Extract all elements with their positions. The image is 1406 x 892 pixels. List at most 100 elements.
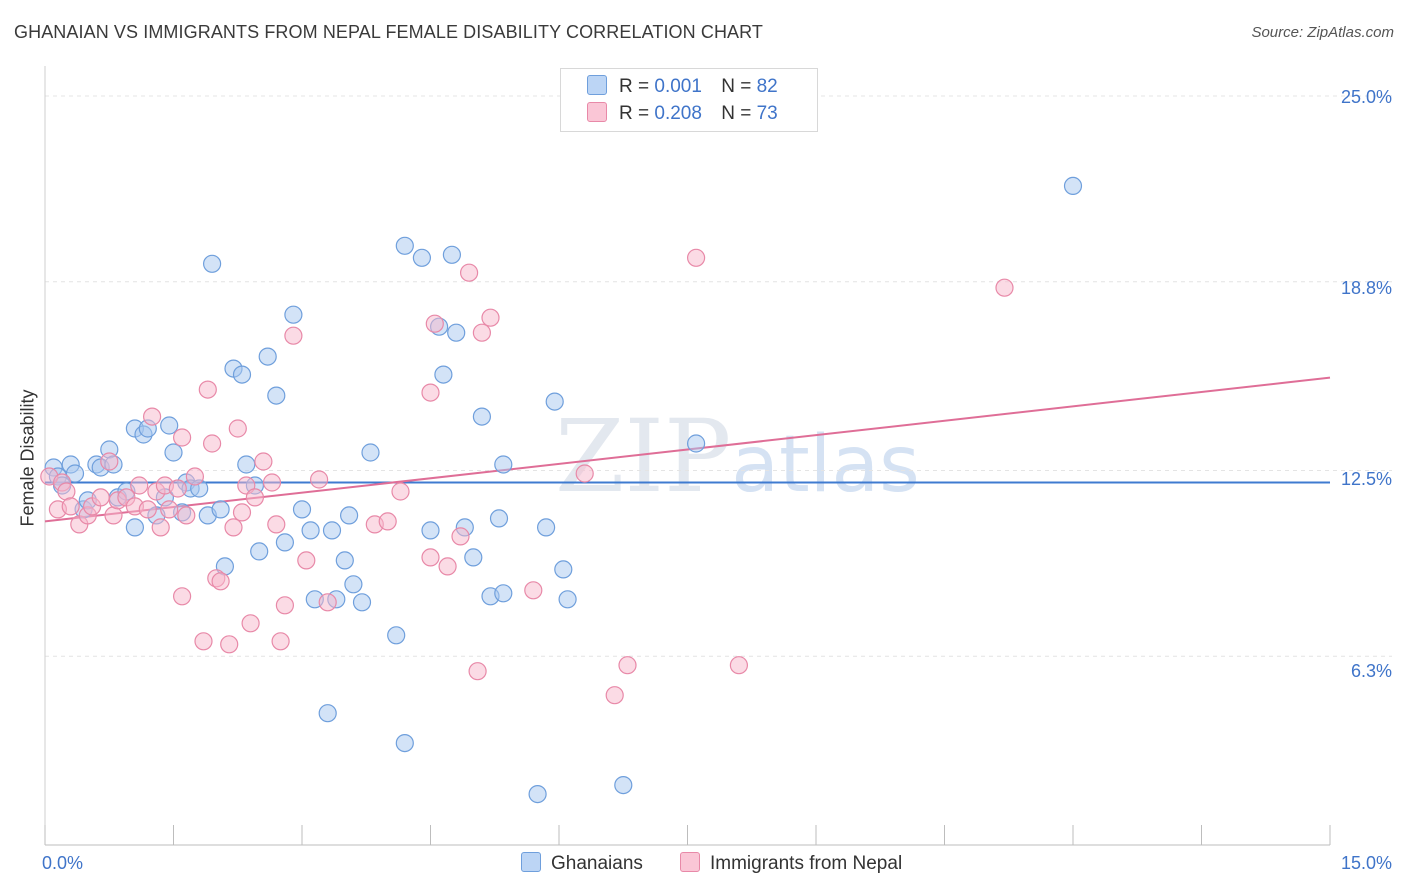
ghanaian-point: [65, 464, 85, 483]
ghanaian-point: [472, 407, 491, 426]
nepal-point: [245, 488, 264, 507]
nepal-point: [472, 323, 491, 342]
data-points: [40, 176, 1083, 804]
ghanaian-point: [361, 443, 380, 462]
nepal-point: [194, 632, 213, 651]
nepal-point: [241, 614, 260, 633]
ghanaian-point: [258, 347, 277, 366]
y-tick-label: 12.5%: [1340, 469, 1392, 489]
nepal-point: [160, 500, 179, 519]
legend-swatch-pink: [680, 852, 700, 872]
ghanaian-point: [558, 590, 577, 609]
trend-line-nepal: [44, 376, 1331, 523]
correlation-legend: R = 0.001 N = 82 R = 0.208 N = 73: [560, 68, 818, 132]
nepal-point: [438, 557, 457, 576]
ghanaian-point: [322, 521, 342, 540]
ghanaian-point: [292, 500, 312, 519]
watermark-zip: ZIP: [555, 398, 732, 515]
nepal-point: [481, 308, 500, 327]
chart-title: GHANAIAN VS IMMIGRANTS FROM NEPAL FEMALE…: [14, 22, 764, 42]
ghanaian-point: [395, 733, 414, 753]
ghanaian-point: [125, 518, 144, 537]
nepal-point: [254, 452, 273, 471]
nepal-point: [61, 497, 80, 516]
nepal-point: [524, 581, 543, 600]
ghanaian-point: [421, 521, 440, 540]
legend-r-value: 0.208: [654, 103, 702, 124]
nepal-point: [425, 314, 444, 333]
nepal-point: [284, 326, 303, 345]
legend-swatch-blue: [587, 75, 607, 95]
legend-label-ghanaians: Ghanaians: [551, 853, 643, 874]
ghanaian-point: [232, 365, 252, 384]
x-tick-label: 0.0%: [42, 853, 84, 873]
nepal-point: [104, 506, 123, 525]
ghanaian-point: [335, 551, 354, 570]
nepal-point: [378, 512, 397, 531]
ghanaian-point: [284, 305, 303, 324]
ghanaian-point: [164, 443, 183, 462]
ghanaian-point: [160, 416, 179, 435]
ghanaian-point: [528, 784, 547, 804]
legend-n-value: 73: [756, 103, 778, 124]
ghanaian-point: [686, 434, 706, 453]
nepal-point: [460, 263, 479, 282]
legend-swatch-pink: [587, 102, 607, 122]
ghanaian-point: [211, 500, 230, 519]
watermark: ZIPatlas: [555, 398, 920, 515]
nepal-point: [57, 482, 76, 501]
ghanaian-point: [1063, 176, 1083, 195]
legend-row-ghanaians: R = 0.001 N = 82: [587, 75, 778, 99]
legend-n-value: 82: [756, 76, 778, 97]
y-tick-label: 25.0%: [1340, 87, 1392, 107]
nepal-point: [262, 473, 282, 492]
ghanaian-point: [536, 518, 556, 537]
axes: [44, 66, 1331, 846]
nepal-point: [421, 548, 440, 567]
nepal-point: [271, 632, 290, 651]
y-tick-label: 18.8%: [1340, 278, 1392, 298]
nepal-point: [618, 656, 637, 675]
nepal-point: [138, 500, 157, 519]
legend-r-value: 0.001: [654, 76, 702, 97]
nepal-point: [151, 518, 170, 537]
ghanaian-point: [464, 548, 483, 567]
ghanaian-point: [344, 575, 363, 594]
nepal-point: [995, 278, 1014, 297]
ghanaian-point: [447, 323, 466, 342]
nepal-point: [686, 248, 706, 267]
nepal-point: [275, 596, 294, 615]
legend-swatch-blue: [521, 852, 541, 872]
trend-lines: [44, 376, 1331, 523]
ghanaian-point: [412, 248, 431, 267]
ghanaian-point: [237, 455, 256, 474]
nepal-point: [468, 662, 487, 681]
x-tick-label: 15.0%: [1340, 853, 1392, 873]
legend-r-label: R =: [619, 76, 650, 97]
ghanaian-point: [614, 775, 633, 795]
legend-row-nepal: R = 0.208 N = 73: [587, 102, 778, 126]
ghanaian-point: [494, 455, 513, 474]
ghanaian-point: [318, 704, 337, 723]
nepal-point: [185, 467, 204, 486]
ghanaian-point: [545, 392, 564, 411]
nepal-point: [267, 515, 286, 534]
nepal-point: [297, 551, 316, 570]
nepal-point: [575, 464, 594, 483]
legend-n-label: N =: [721, 76, 752, 97]
nepal-point: [91, 488, 110, 507]
legend-n-label: N =: [721, 103, 752, 124]
ghanaian-point: [434, 365, 453, 384]
nepal-point: [228, 419, 247, 438]
source-label: Source: ZipAtlas.com: [1251, 24, 1394, 41]
ghanaian-point: [489, 509, 509, 528]
ghanaian-point: [494, 584, 513, 603]
nepal-point: [173, 587, 192, 606]
nepal-point: [177, 506, 196, 525]
legend-item-ghanaians: Ghanaians: [521, 852, 643, 875]
nepal-point: [211, 572, 230, 591]
ghanaian-point: [442, 245, 461, 264]
ghanaian-point: [554, 560, 573, 579]
nepal-point: [143, 407, 162, 426]
